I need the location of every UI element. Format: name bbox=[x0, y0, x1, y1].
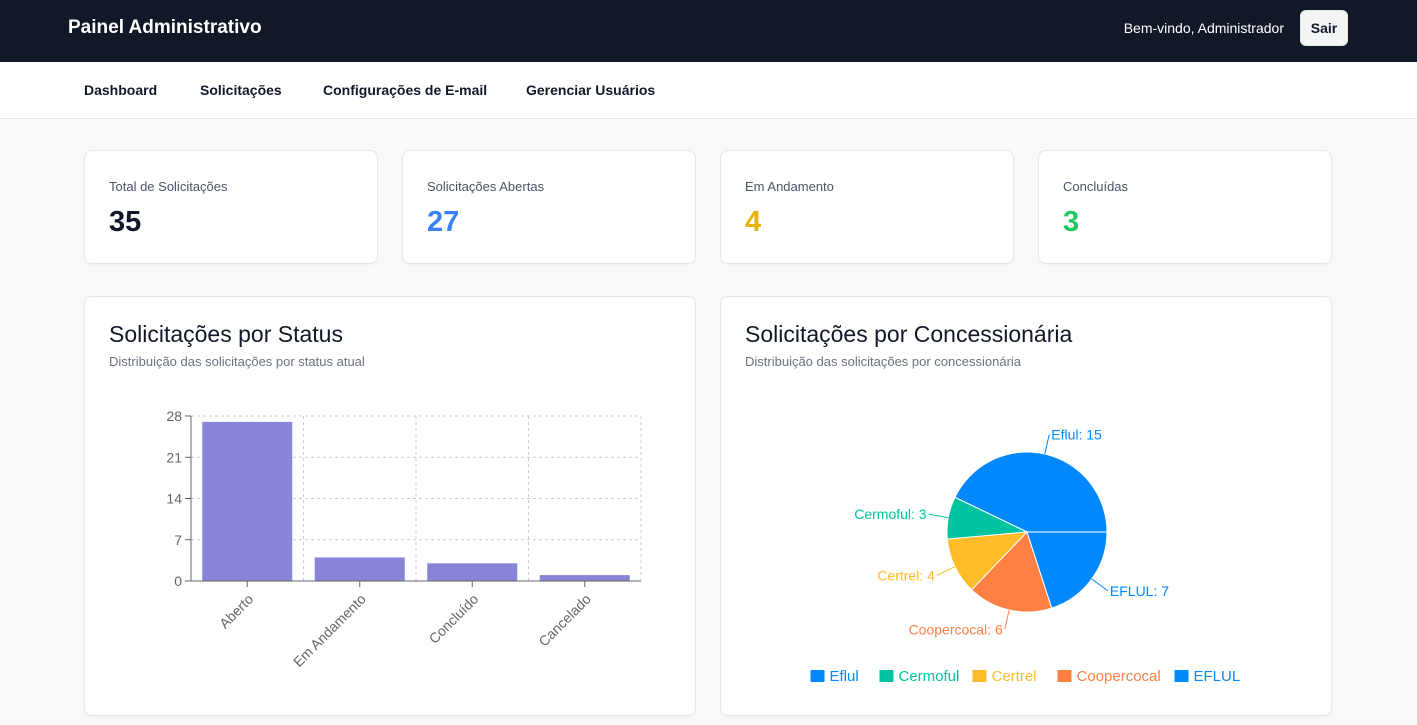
y-tick-label: 7 bbox=[174, 532, 182, 548]
concessionaire-pie-chart: Eflul: 15 Cermoful: 3 Certrel: 4 Coopercoca… bbox=[810, 427, 1241, 685]
stat-card-open: Solicitações Abertas 27 bbox=[402, 150, 696, 264]
stat-value: 3 bbox=[1063, 206, 1080, 238]
legend-swatch bbox=[1057, 670, 1072, 682]
chart-subtitle: Distribuição das solicitações por status… bbox=[109, 354, 365, 369]
chart-title: Solicitações por Status bbox=[109, 321, 343, 347]
status-chart-card: Solicitações por Status Distribuição das… bbox=[84, 296, 696, 716]
stat-card-in-progress: Em Andamento 4 bbox=[720, 150, 1014, 264]
nav-email-settings[interactable]: Configurações de E-mail bbox=[323, 82, 488, 98]
nav-dashboard[interactable]: Dashboard bbox=[84, 82, 158, 98]
stat-value: 27 bbox=[427, 206, 460, 238]
y-tick-label: 0 bbox=[174, 573, 182, 589]
stat-value: 4 bbox=[745, 206, 762, 238]
pie-label-line bbox=[928, 513, 949, 519]
legend-swatch bbox=[1174, 670, 1189, 682]
bar bbox=[427, 563, 518, 581]
legend-swatch bbox=[972, 670, 987, 682]
bar bbox=[539, 575, 630, 581]
app-title: Painel Administrativo bbox=[68, 17, 262, 38]
pie-label-line bbox=[1044, 434, 1050, 455]
stat-value: 35 bbox=[109, 206, 142, 238]
legend-label: Cermoful bbox=[899, 668, 960, 685]
y-tick-label: 14 bbox=[166, 491, 182, 507]
pie-slice-label: EFLUL: 7 bbox=[1110, 583, 1169, 599]
stat-label: Concluídas bbox=[1063, 179, 1129, 194]
pie-label-line bbox=[1004, 609, 1010, 630]
y-tick-label: 21 bbox=[166, 449, 182, 465]
stat-label: Em Andamento bbox=[745, 179, 834, 194]
main-nav: Dashboard Solicitações Configurações de … bbox=[0, 62, 1417, 119]
pie-slice-label: Eflul: 15 bbox=[1051, 427, 1102, 443]
stat-card-done: Concluídas 3 bbox=[1038, 150, 1332, 264]
pie-slice-label: Cermoful: 3 bbox=[854, 506, 927, 522]
chart-title: Solicitações por Concessionária bbox=[745, 321, 1073, 347]
legend-label: Certrel bbox=[992, 668, 1037, 685]
chart-subtitle: Distribuição das solicitações por conces… bbox=[745, 354, 1022, 369]
welcome-text: Bem-vindo, Administrador bbox=[1123, 20, 1284, 36]
status-bar-chart: 0 7 14 21 28 Aberto Em Andamento Concluído Cance… bbox=[166, 408, 642, 670]
stat-label: Total de Solicitações bbox=[109, 179, 228, 194]
pie-slice bbox=[954, 451, 1108, 533]
logout-button[interactable]: Sair bbox=[1300, 10, 1348, 46]
stat-card-total: Total de Solicitações 35 bbox=[84, 150, 378, 264]
pie-label-line bbox=[936, 566, 956, 576]
y-tick-label: 28 bbox=[166, 408, 182, 424]
pie-label-line bbox=[1091, 578, 1109, 592]
x-tick-label: Em Andamento bbox=[290, 591, 369, 670]
legend-label: EFLUL bbox=[1194, 668, 1241, 685]
legend-swatch bbox=[879, 670, 894, 682]
pie-slice-label: Coopercocal: 6 bbox=[909, 621, 1003, 637]
bar bbox=[314, 557, 405, 581]
bar bbox=[202, 421, 293, 581]
legend-label: Coopercocal bbox=[1077, 668, 1161, 685]
x-tick-label: Aberto bbox=[216, 591, 257, 632]
concessionaire-chart-card: Solicitações por Concessionária Distribu… bbox=[720, 296, 1332, 716]
nav-manage-users[interactable]: Gerenciar Usuários bbox=[526, 82, 656, 98]
legend-label: Eflul bbox=[830, 668, 859, 685]
x-tick-label: Concluído bbox=[426, 591, 482, 647]
x-tick-label: Cancelado bbox=[535, 591, 594, 650]
nav-requests[interactable]: Solicitações bbox=[200, 82, 282, 98]
stat-label: Solicitações Abertas bbox=[427, 179, 545, 194]
pie-slice-label: Certrel: 4 bbox=[877, 567, 935, 583]
legend-swatch bbox=[810, 670, 825, 682]
top-header: Painel Administrativo Bem-vindo, Adminis… bbox=[0, 0, 1417, 62]
